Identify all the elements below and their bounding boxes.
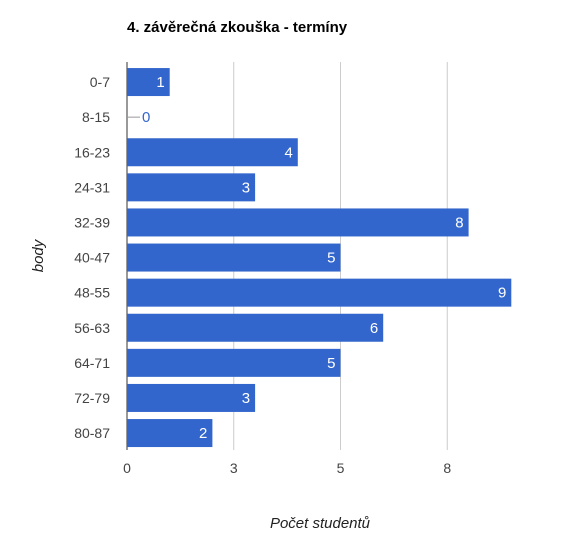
y-axis-title: body — [30, 238, 47, 272]
y-tick-label: 40-47 — [74, 250, 110, 266]
bar-value-label: 3 — [242, 179, 250, 196]
bar — [127, 243, 341, 272]
y-tick-label: 24-31 — [74, 179, 110, 195]
data-labels: 1 0 4 3 8 5 9 6 5 3 2 — [127, 74, 506, 442]
y-tick-label: 0-7 — [90, 74, 110, 90]
bar — [127, 313, 384, 342]
bar — [127, 383, 256, 412]
bar — [127, 278, 512, 307]
bars — [127, 68, 512, 448]
bar-value-label: 4 — [284, 144, 292, 161]
y-tick-label: 16-23 — [74, 144, 110, 160]
x-tick-label: 8 — [443, 460, 451, 476]
bar — [127, 208, 469, 237]
bar-value-label: 9 — [498, 285, 506, 302]
y-axis-tick-labels: 0-7 8-15 16-23 24-31 32-39 40-47 48-55 56-63 64-… — [74, 74, 110, 441]
bar-value-label: 6 — [370, 320, 378, 337]
bar-value-label: 1 — [156, 74, 164, 91]
y-tick-label: 56-63 — [74, 320, 110, 336]
y-tick-label: 48-55 — [74, 285, 110, 301]
y-tick-label: 72-79 — [74, 390, 110, 406]
bar-value-label: 5 — [327, 250, 335, 267]
x-tick-label: 5 — [337, 460, 345, 476]
x-axis-tick-labels: 0 3 5 8 — [123, 460, 451, 476]
bar — [127, 68, 170, 97]
bar-value-label: 5 — [327, 355, 335, 372]
chart-title: 4. závěrečná zkouška - termíny — [127, 19, 348, 36]
bar — [127, 173, 256, 202]
bar — [127, 138, 298, 167]
x-axis-title: Počet studentů — [270, 515, 371, 532]
y-tick-label: 32-39 — [74, 214, 110, 230]
y-tick-label: 8-15 — [82, 109, 110, 125]
y-tick-label: 80-87 — [74, 425, 110, 441]
y-tick-label: 64-71 — [74, 355, 110, 371]
bar-value-label: 2 — [199, 425, 207, 442]
x-tick-label: 0 — [123, 460, 131, 476]
bar-value-label: 8 — [455, 214, 463, 231]
x-tick-label: 3 — [230, 460, 238, 476]
bar-value-label: 3 — [242, 390, 250, 407]
bar-value-label: 0 — [142, 109, 150, 126]
bar — [127, 419, 213, 448]
bar — [127, 348, 341, 377]
